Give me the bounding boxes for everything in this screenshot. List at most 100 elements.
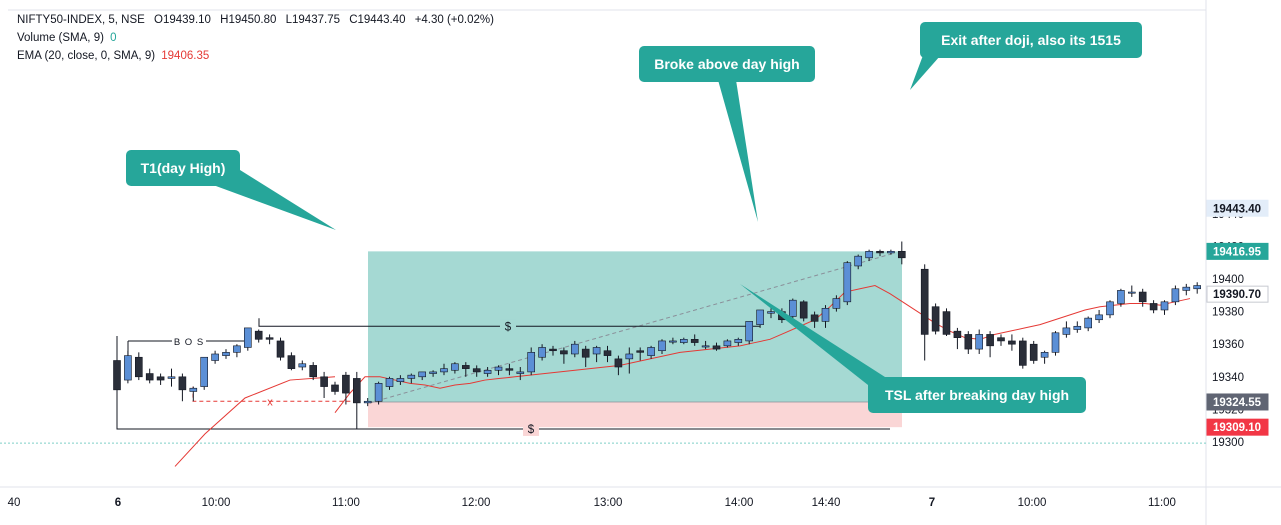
candle	[1095, 309, 1103, 324]
day-high-label-bg	[500, 319, 516, 334]
candle	[701, 340, 710, 350]
candle	[1008, 334, 1016, 351]
candle	[975, 329, 984, 354]
candle-body	[614, 358, 623, 368]
candle-body	[1160, 301, 1169, 311]
candle-body	[233, 345, 241, 353]
candle-body	[145, 373, 154, 381]
candle-body	[113, 360, 121, 391]
legend-high: H19450.80	[220, 14, 277, 26]
legend-low: L19437.75	[285, 14, 340, 26]
callout-tsl-box	[868, 377, 1086, 413]
candle	[723, 339, 732, 348]
x-tick-label: 10:00	[202, 497, 231, 509]
candle-body	[1138, 291, 1147, 303]
price-badge-label: 19390.70	[1213, 289, 1261, 301]
candle	[986, 331, 994, 358]
candle	[374, 381, 383, 405]
candle	[658, 339, 666, 354]
x-tick-label: 14:40	[812, 497, 841, 509]
candle	[200, 356, 208, 390]
candle-body	[276, 340, 285, 358]
y-tick-label: 19360	[1212, 339, 1244, 351]
y-tick-label: 19380	[1212, 307, 1244, 319]
candle	[756, 309, 764, 328]
candle-body	[592, 347, 601, 355]
callout-tsl-text: TSL after breaking day high	[885, 387, 1069, 403]
candle-body	[167, 376, 176, 379]
candle	[244, 327, 252, 351]
day-low-label-bg	[523, 421, 539, 436]
candle	[483, 367, 492, 377]
bos-label: B O S	[174, 337, 204, 348]
legend-ema-row[interactable]: EMA (20, close, 0, SMA, 9) 19406.35	[17, 47, 494, 65]
candle	[254, 329, 263, 343]
candle	[1018, 337, 1027, 369]
candle-body	[451, 363, 459, 371]
legend-volume-row[interactable]: Volume (SMA, 9) 0	[17, 29, 494, 47]
candle-body	[1095, 314, 1103, 321]
candle	[799, 300, 808, 322]
candle	[461, 362, 470, 377]
candle	[342, 371, 350, 405]
candle	[1182, 283, 1191, 296]
candle-body	[1062, 327, 1071, 335]
y-tick-label: 19400	[1212, 274, 1244, 286]
legend-volume-label: Volume (SMA, 9)	[17, 32, 104, 44]
price-badge-label: 19309.10	[1213, 422, 1261, 434]
x-tick-label: 11:00	[1148, 497, 1176, 509]
candle	[352, 371, 361, 429]
candle	[516, 367, 525, 381]
candle-body	[756, 309, 764, 325]
candle	[1040, 350, 1049, 364]
candle	[953, 327, 962, 350]
candle	[167, 368, 176, 387]
candle-body	[658, 340, 666, 352]
x-tick-label: 10:00	[1018, 497, 1047, 509]
candle	[964, 331, 973, 354]
candle	[494, 365, 503, 376]
candle-body	[799, 301, 808, 319]
price-badge: 19309.10	[1206, 418, 1269, 436]
candle-body	[625, 353, 634, 360]
candle	[385, 376, 394, 390]
candle	[712, 342, 721, 351]
price-badge: 19416.95	[1206, 242, 1269, 260]
candle-body	[483, 369, 492, 374]
candle	[1128, 285, 1136, 297]
chart-legend: NIFTY50-INDEX, 5, NSE O19439.10 H19450.8…	[17, 11, 494, 65]
legend-ema-value: 19406.35	[161, 50, 210, 62]
loss-zone	[368, 401, 902, 428]
candle-body	[244, 327, 252, 348]
sweep-x-label: x	[267, 396, 273, 408]
ema-line	[334, 284, 1191, 413]
candle	[1138, 288, 1147, 307]
candle-body	[810, 314, 819, 322]
candle	[418, 371, 427, 381]
x-tick-label: 14:00	[725, 497, 754, 509]
candle-body	[986, 334, 994, 347]
candle	[854, 254, 863, 270]
candle	[690, 334, 699, 346]
bos-label-bg	[172, 333, 206, 347]
candles-group	[113, 241, 1201, 429]
candle	[222, 349, 230, 359]
candle-body	[320, 376, 328, 387]
candle-body	[461, 365, 470, 369]
candle-body	[254, 330, 263, 340]
price-badge-box	[1206, 242, 1269, 260]
candle	[178, 373, 187, 402]
candle-body	[352, 378, 361, 404]
candle-body	[1084, 317, 1092, 329]
x-tick-label: 12:00	[462, 497, 491, 509]
candle	[865, 249, 873, 262]
callout-exit-pointer	[910, 50, 940, 90]
candle	[1029, 340, 1038, 364]
legend-open: O19439.10	[154, 14, 211, 26]
candle-body	[1073, 325, 1082, 330]
candle-body	[712, 345, 721, 350]
callout-broke-box	[639, 46, 815, 82]
candle-body	[211, 353, 219, 361]
